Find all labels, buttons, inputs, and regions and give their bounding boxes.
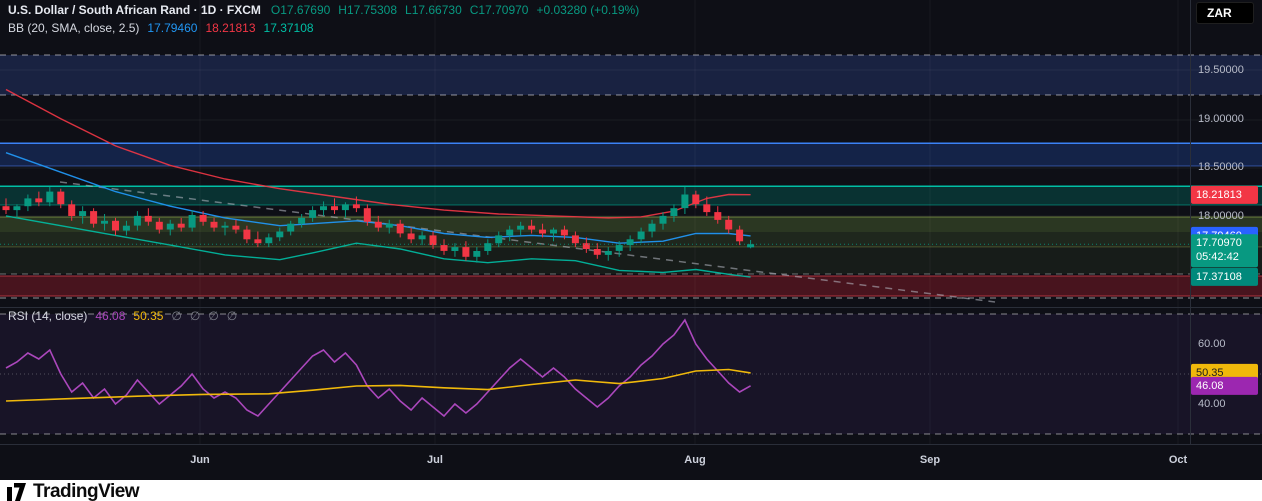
- symbol-title: U.S. Dollar / South African Rand · 1D · …: [8, 3, 261, 17]
- rsi-hidden-value-1: ∅: [171, 309, 181, 323]
- bb-indicator-legend[interactable]: BB (20, SMA, close, 2.5) 17.79460 18.218…: [8, 21, 314, 35]
- bb-basis-value: 17.79460: [147, 21, 197, 35]
- price-badge: 46.08: [1191, 377, 1258, 395]
- ohlc-low-value: L17.66730: [405, 3, 462, 17]
- price-scale-label: 18.50000: [1198, 161, 1244, 173]
- ohlc-open-value: O17.67690: [271, 3, 330, 17]
- countdown-timer: 05:42:42: [1196, 251, 1253, 265]
- price-change-value: +0.03280 (+0.19%): [536, 3, 639, 17]
- time-axis-label-aug: Aug: [684, 454, 705, 466]
- rsi-hidden-value-4: ∅: [227, 309, 237, 323]
- symbol-legend[interactable]: U.S. Dollar / South African Rand · 1D · …: [8, 3, 639, 17]
- price-scale-label: 19.50000: [1198, 64, 1244, 76]
- time-axis-label-oct: Oct: [1169, 454, 1187, 466]
- rsi-label: RSI (14, close): [8, 309, 87, 323]
- rsi-hidden-value-3: ∅: [208, 309, 218, 323]
- price-scale-label: 18.00000: [1198, 210, 1244, 222]
- bb-label: BB (20, SMA, close, 2.5): [8, 21, 139, 35]
- price-badge: 18.21813: [1191, 186, 1258, 204]
- rsi-hidden-value-2: ∅: [190, 309, 200, 323]
- ohlc-close-value: C17.70970: [470, 3, 529, 17]
- chart-canvas[interactable]: [0, 0, 1262, 444]
- rsi-ma-value: 50.35: [133, 309, 163, 323]
- tradingview-logo-icon[interactable]: [6, 482, 28, 501]
- bb-upper-value: 18.21813: [205, 21, 255, 35]
- time-axis[interactable]: Jun Jul Aug Sep Oct: [0, 444, 1262, 480]
- bb-lower-value: 17.37108: [264, 21, 314, 35]
- tradingview-window: U.S. Dollar / South African Rand · 1D · …: [0, 0, 1262, 501]
- symbol-search-badge[interactable]: ZAR: [1196, 2, 1254, 24]
- price-scale-label: 60.00: [1198, 338, 1226, 350]
- price-badge: 17.37108: [1191, 268, 1258, 286]
- time-axis-label-sep: Sep: [920, 454, 940, 466]
- time-axis-label-jun: Jun: [190, 454, 210, 466]
- last-price-countdown-badge: 17.7097005:42:42: [1191, 234, 1258, 267]
- ohlc-high-value: H17.75308: [338, 3, 397, 17]
- logo-strip: TradingView: [0, 480, 1262, 501]
- price-scale[interactable]: 19.50000 19.00000 18.50000 18.00000 60.00 40.…: [1190, 0, 1262, 444]
- price-scale-label: 19.00000: [1198, 113, 1244, 125]
- tradingview-logo-text[interactable]: TradingView: [33, 480, 139, 501]
- time-axis-label-jul: Jul: [427, 454, 443, 466]
- rsi-value: 46.08: [95, 309, 125, 323]
- price-scale-label: 40.00: [1198, 398, 1226, 410]
- rsi-indicator-legend[interactable]: RSI (14, close) 46.08 50.35 ∅ ∅ ∅ ∅: [8, 309, 237, 323]
